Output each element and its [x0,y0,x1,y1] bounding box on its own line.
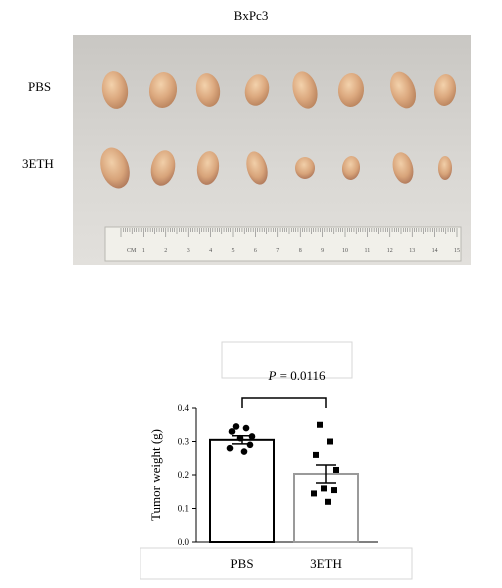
tumors-pbs-row [101,71,457,109]
data-point-pbs [242,424,250,432]
data-point-3eth [313,451,319,458]
tumor-pbs [292,71,318,109]
data-point-3eth [325,498,331,505]
tumor-pbs [148,72,178,108]
y-tick-label: 0.4 [178,403,190,413]
bar-3eth [293,472,359,543]
tumor-weight-chart: P = 0.0116 Tumor weight (g) 0.0 0.1 0.2 0.3… [140,341,413,580]
photo-title: BxPc3 [233,8,269,23]
y-axis-label: Tumor weight (g) [148,429,163,521]
ruler-number: 5 [232,248,235,254]
tumor-pbs [195,73,221,107]
tumor-3eth [150,150,176,186]
ruler-number: 9 [321,248,324,254]
p-value: = 0.0116 [276,368,326,383]
data-point-3eth [333,466,339,473]
tumors-3eth-row [100,147,452,189]
ruler-unit-label: CM [127,248,137,254]
ruler-number: 15 [454,248,460,254]
tumor-3eth [392,152,414,184]
ruler-number: 8 [299,248,302,254]
tumor-3eth [295,157,315,179]
data-point-pbs [226,444,234,452]
significance-bracket [241,397,327,408]
bars [209,421,359,543]
data-point-3eth [317,421,323,428]
tumor-3eth [246,151,268,185]
x-tick-label-3eth: 3ETH [310,556,342,571]
p-symbol: P [267,368,276,383]
ruler-number: 11 [365,248,371,254]
ruler-number: 12 [387,248,393,254]
ruler-number: 1 [142,248,145,254]
data-point-3eth [311,490,317,497]
tumor-3eth [438,156,452,180]
data-point-pbs [228,428,236,435]
tumor-pbs [389,71,417,109]
row-label-pbs: PBS [28,79,52,94]
ruler-number: 4 [209,248,212,254]
ruler-number: 6 [254,248,257,254]
y-tick-label: 0.0 [178,537,190,547]
tumor-pbs [433,74,457,106]
y-tick-label: 0.1 [178,504,189,514]
tumor-3eth [196,151,220,185]
data-point-3eth [331,487,337,494]
x-tick-label-pbs: PBS [230,556,253,571]
chart-panel-bottom [140,547,413,580]
ruler-number: 10 [342,248,348,254]
ruler-number: 14 [432,248,438,254]
ruler-body [104,226,462,262]
data-point-3eth [327,438,333,445]
ruler-number: 7 [276,248,279,254]
data-point-pbs [236,434,244,442]
tumor-3eth [100,147,130,189]
bar-pbs [209,438,275,543]
data-point-pbs [248,433,256,440]
chart-panel-top [221,341,353,379]
data-point-pbs [240,448,248,455]
tumor-photo: 1 2 3 4 5 6 7 8 9 10 11 12 13 14 15 CM [73,35,471,265]
p-value-annotation: P = 0.0116 [267,368,326,383]
ruler-number: 2 [164,248,167,254]
ruler-ticks: 1 2 3 4 5 6 7 8 9 10 11 12 13 14 15 [120,228,460,254]
tumor-pbs [337,73,365,107]
significance-line [241,397,327,408]
ruler-number: 13 [409,248,415,254]
ruler: 1 2 3 4 5 6 7 8 9 10 11 12 13 14 15 CM [104,226,462,262]
tumor-pbs [244,74,270,106]
data-point-3eth [321,485,327,492]
tumor-pbs [101,71,129,109]
ruler-number: 3 [187,248,190,254]
data-point-pbs [246,441,254,449]
y-tick-label: 0.3 [178,437,190,447]
data-point-pbs [232,423,240,430]
row-label-3eth: 3ETH [22,156,54,171]
tumor-3eth [341,156,361,180]
y-tick-label: 0.2 [178,470,189,480]
